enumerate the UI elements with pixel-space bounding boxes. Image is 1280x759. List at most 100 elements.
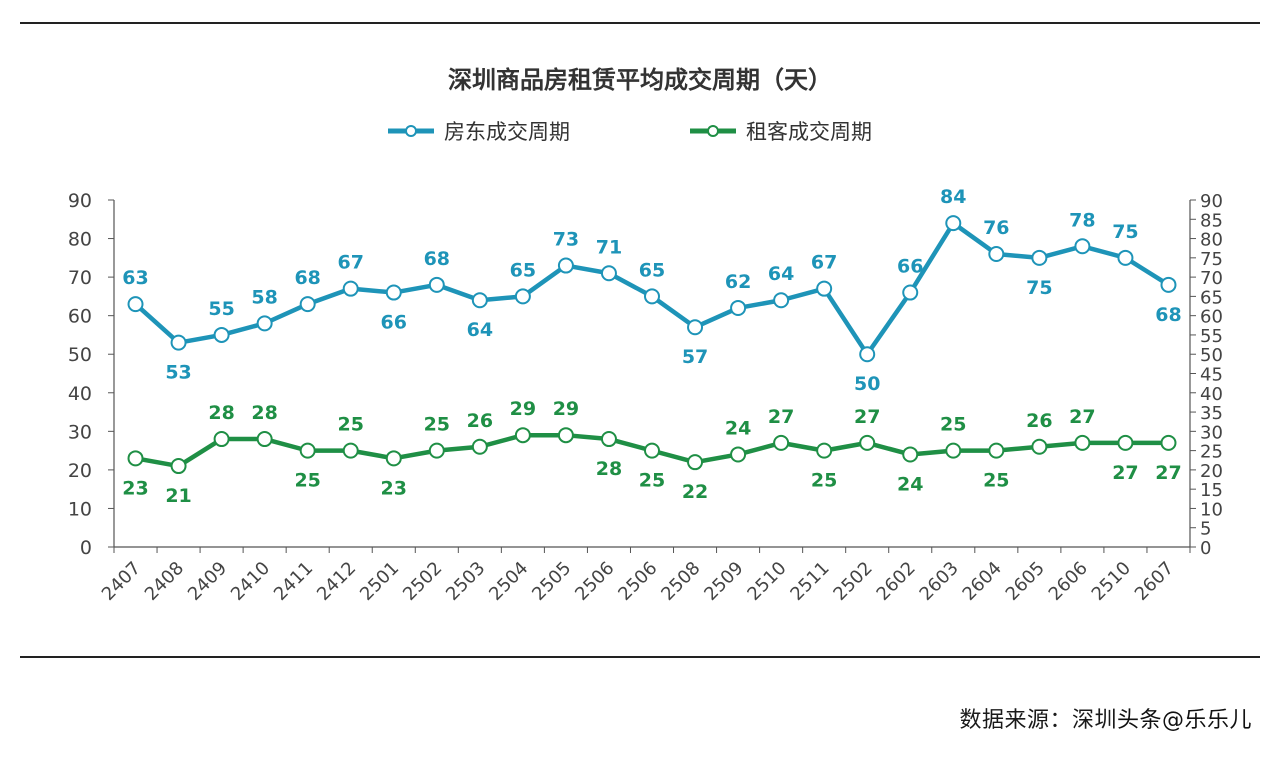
- data-label-2: 24: [725, 417, 751, 439]
- data-label-1: 66: [381, 312, 407, 334]
- data-label-2: 28: [596, 458, 622, 480]
- data-label-1: 58: [251, 286, 277, 308]
- chart-title: 深圳商品房租赁平均成交周期（天）: [448, 66, 832, 94]
- data-label-2: 22: [682, 481, 708, 503]
- x-tick-label: 2602: [873, 558, 920, 605]
- data-point-2: [816, 442, 833, 459]
- watermark: 头条@乐乐儿: [1116, 708, 1252, 733]
- data-label-1: 78: [1069, 209, 1095, 231]
- data-point-2: [428, 442, 445, 459]
- x-tick-label: 2502: [829, 558, 876, 605]
- data-label-2: 25: [811, 470, 837, 492]
- data-point-2: [514, 427, 531, 444]
- y-right-tick-label: 20: [1200, 461, 1223, 482]
- x-tick-label: 2503: [442, 558, 489, 605]
- x-tick-label: 2607: [1131, 558, 1178, 605]
- data-point-1: [600, 265, 617, 282]
- legend-label-1: 房东成交周期: [444, 120, 570, 144]
- x-tick-label: 2605: [1002, 558, 1049, 605]
- y-right-tick-label: 5: [1200, 519, 1211, 540]
- y-left-tick-label: 70: [68, 267, 92, 289]
- data-label-1: 57: [682, 346, 708, 368]
- data-point-1: [902, 284, 919, 301]
- data-point-2: [256, 431, 273, 448]
- y-left-tick-label: 20: [68, 460, 92, 482]
- data-point-1: [514, 288, 531, 305]
- data-label-1: 75: [1026, 277, 1052, 299]
- y-left-tick-label: 80: [68, 229, 92, 251]
- data-point-1: [256, 315, 273, 332]
- data-label-2: 25: [983, 470, 1009, 492]
- data-label-2: 25: [337, 414, 363, 436]
- data-label-2: 28: [208, 402, 234, 424]
- data-point-2: [170, 458, 187, 475]
- x-tick-label: 2506: [614, 558, 661, 605]
- x-tick-label: 2411: [270, 558, 317, 605]
- y-right-tick-label: 25: [1200, 442, 1223, 463]
- data-label-2: 27: [854, 406, 880, 428]
- data-label-1: 84: [940, 186, 966, 208]
- data-point-2: [773, 434, 790, 451]
- data-label-2: 29: [553, 398, 579, 420]
- y-right-tick-label: 90: [1200, 191, 1223, 212]
- data-point-2: [471, 438, 488, 455]
- x-tick-label: 2407: [98, 558, 145, 605]
- data-point-1: [816, 280, 833, 297]
- data-point-1: [945, 215, 962, 232]
- data-point-1: [557, 257, 574, 274]
- y-right-tick-label: 60: [1200, 307, 1223, 328]
- data-point-2: [342, 442, 359, 459]
- data-label-1: 71: [596, 236, 622, 258]
- y-right-tick-label: 75: [1200, 249, 1223, 270]
- data-label-1: 68: [1155, 304, 1181, 326]
- data-label-1: 62: [725, 271, 751, 293]
- y-left-tick-label: 90: [68, 190, 92, 212]
- data-point-1: [428, 276, 445, 293]
- x-tick-label: 2510: [743, 558, 790, 605]
- y-right-tick-label: 15: [1200, 480, 1223, 501]
- y-left-tick-label: 50: [68, 344, 92, 366]
- data-label-1: 67: [337, 252, 363, 274]
- y-right-tick-label: 30: [1200, 422, 1223, 443]
- data-point-2: [1117, 434, 1134, 451]
- y-left-tick-label: 40: [68, 383, 92, 405]
- y-right-tick-label: 45: [1200, 365, 1223, 386]
- data-point-1: [1117, 249, 1134, 266]
- data-point-2: [687, 454, 704, 471]
- y-left-tick-label: 30: [68, 421, 92, 443]
- data-point-2: [945, 442, 962, 459]
- y-right-tick-label: 10: [1200, 499, 1223, 520]
- x-tick-label: 2409: [184, 558, 231, 605]
- y-right-tick-label: 65: [1200, 287, 1223, 308]
- data-point-1: [385, 284, 402, 301]
- data-label-1: 75: [1112, 221, 1138, 243]
- data-label-2: 25: [940, 414, 966, 436]
- data-label-2: 25: [639, 470, 665, 492]
- x-tick-label: 2502: [399, 558, 446, 605]
- source-footer: 数据来源：深圳头条@乐乐儿: [959, 702, 1252, 734]
- data-label-2: 25: [294, 470, 320, 492]
- data-label-1: 68: [424, 248, 450, 270]
- data-point-2: [127, 450, 144, 467]
- data-label-2: 27: [1112, 462, 1138, 484]
- y-right-tick-label: 0: [1200, 538, 1211, 559]
- data-point-2: [385, 450, 402, 467]
- x-tick-label: 2504: [485, 558, 532, 605]
- data-point-1: [127, 296, 144, 313]
- data-point-2: [299, 442, 316, 459]
- data-label-1: 73: [553, 229, 579, 251]
- legend-label-2: 租客成交周期: [746, 120, 872, 144]
- data-label-2: 29: [510, 398, 536, 420]
- x-tick-label: 2506: [571, 558, 618, 605]
- x-tick-label: 2508: [657, 558, 704, 605]
- data-point-2: [902, 446, 919, 463]
- x-tick-label: 2603: [916, 558, 963, 605]
- x-tick-label: 2505: [528, 558, 575, 605]
- x-tick-label: 2501: [356, 558, 403, 605]
- data-point-1: [342, 280, 359, 297]
- data-label-2: 23: [122, 477, 148, 499]
- x-tick-label: 2410: [227, 558, 274, 605]
- y-right-tick-label: 85: [1200, 210, 1223, 231]
- data-label-1: 66: [897, 256, 923, 278]
- data-label-1: 76: [983, 217, 1009, 239]
